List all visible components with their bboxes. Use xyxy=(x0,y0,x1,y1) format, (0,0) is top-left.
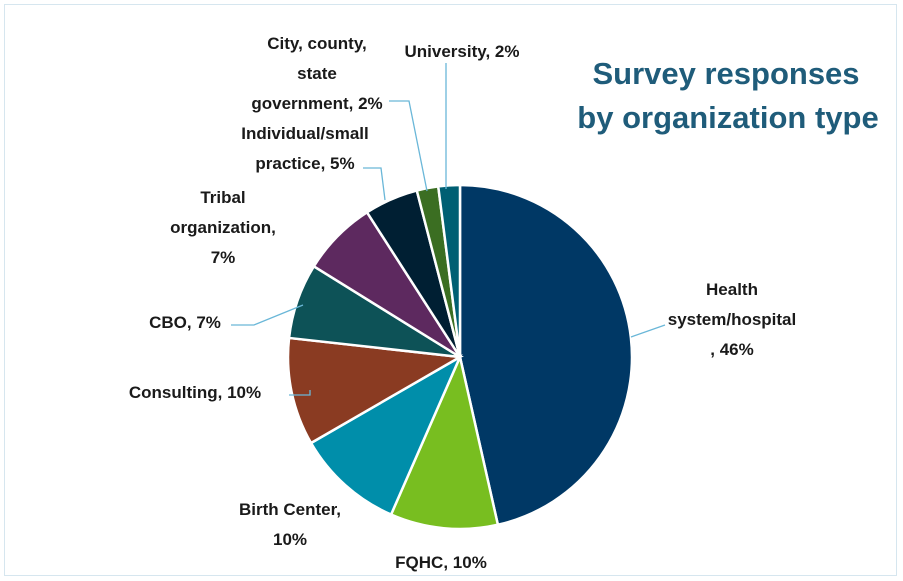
data-label: Consulting, 10% xyxy=(129,383,261,402)
data-label: University, 2% xyxy=(405,42,520,61)
leader-lines xyxy=(231,63,666,396)
pie-chart: Health system/hospital , 46% FQHC, 10% Birth… xyxy=(129,34,879,572)
chart-title-line-1: Survey responses xyxy=(592,56,859,91)
data-label-line: Tribal xyxy=(200,188,245,207)
data-label-line: system/hospital xyxy=(668,310,797,329)
leader-line xyxy=(363,167,386,201)
data-label-line: Consulting, 10% xyxy=(129,383,261,402)
data-label-line: 7% xyxy=(211,248,236,267)
data-label: City, county, state government, 2% xyxy=(251,34,382,113)
data-label: Tribal organization, 7% xyxy=(170,188,276,267)
leader-line xyxy=(389,100,428,192)
data-label-line: CBO, 7% xyxy=(149,313,221,332)
pie-slice xyxy=(309,354,463,517)
data-label-line: state xyxy=(297,64,337,83)
data-label-line: Individual/small xyxy=(241,124,369,143)
leader-line xyxy=(289,390,311,396)
chart-title-line-2: by organization type xyxy=(577,100,878,135)
chart-frame: Health system/hospital , 46% FQHC, 10% Birth… xyxy=(4,4,897,576)
data-label-line: , 46% xyxy=(710,340,753,359)
data-label-line: Health xyxy=(706,280,758,299)
pie-slice xyxy=(286,336,464,445)
data-label: Birth Center, 10% xyxy=(239,500,341,549)
data-label: Health system/hospital , 46% xyxy=(668,280,797,359)
leader-line xyxy=(231,304,304,326)
data-label-line: 10% xyxy=(273,530,307,549)
pie-slice xyxy=(458,183,634,527)
data-label: FQHC, 10% xyxy=(395,553,487,572)
pie-slices xyxy=(286,183,634,531)
data-label-line: organization, xyxy=(170,218,276,237)
data-label-line: City, county, xyxy=(267,34,367,53)
data-label: CBO, 7% xyxy=(149,313,221,332)
pie-slice xyxy=(389,353,500,531)
chart-title: Survey responses by organization type xyxy=(577,56,878,135)
data-label-line: Birth Center, xyxy=(239,500,341,519)
data-label-line: FQHC, 10% xyxy=(395,553,487,572)
slice-labels: Health system/hospital , 46% FQHC, 10% Birth… xyxy=(129,34,796,572)
leader-line xyxy=(630,324,666,338)
data-label-line: University, 2% xyxy=(405,42,520,61)
data-label-line: government, 2% xyxy=(251,94,382,113)
pie-slice xyxy=(436,183,462,358)
data-label: Individual/small practice, 5% xyxy=(241,124,369,173)
data-label-line: practice, 5% xyxy=(255,154,354,173)
